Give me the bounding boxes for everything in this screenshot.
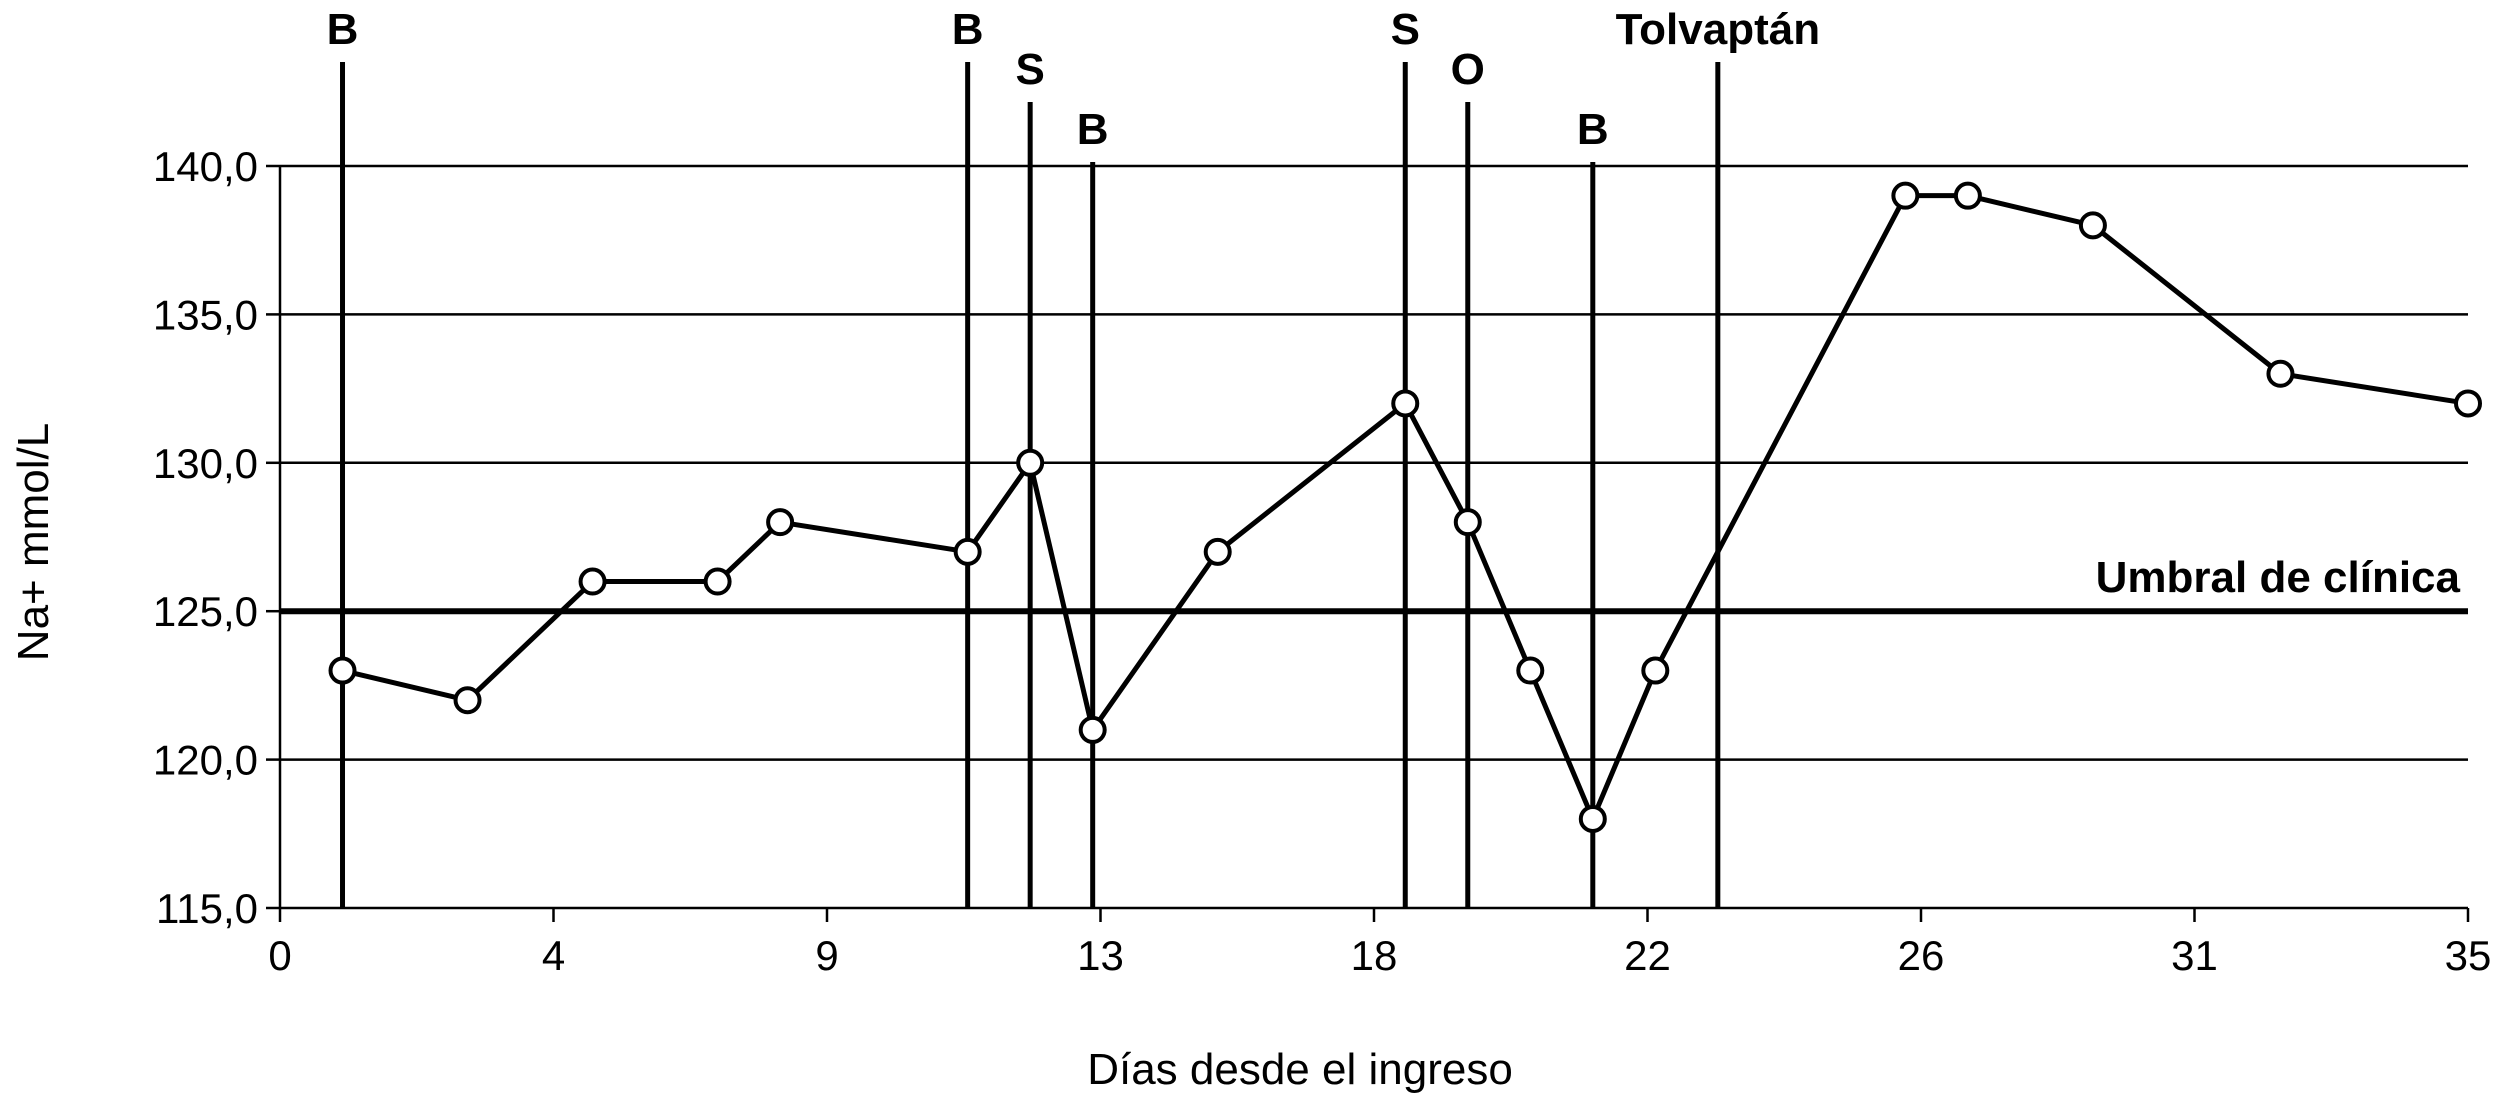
data-point [453, 686, 482, 715]
data-point [1016, 448, 1045, 477]
grid [280, 164, 2468, 761]
data-point [1641, 656, 1670, 685]
x-tick-label: 35 [2445, 932, 2492, 979]
y-tick-label: 125,0 [153, 588, 258, 635]
data-point [1516, 656, 1545, 685]
y-tick-label: 120,0 [153, 737, 258, 784]
data-series [328, 181, 2482, 833]
event-label: B [1077, 105, 1109, 154]
data-point [1078, 715, 1107, 744]
event-label: B [952, 5, 984, 54]
data-point [1203, 537, 1232, 566]
x-tick-label: 22 [1624, 932, 1671, 979]
y-tick-label: 135,0 [153, 291, 258, 338]
event-label: Tolvaptán [1616, 5, 1821, 54]
event-label: B [327, 5, 359, 54]
data-point [328, 656, 357, 685]
data-point [703, 567, 732, 596]
x-tick-label: 31 [2171, 932, 2218, 979]
data-point [578, 567, 607, 596]
axes: 115,0 120,0 125,0 130,0 135,0 140,0 0 4 9 13 18 22 2… [153, 143, 2491, 979]
event-label: S [1391, 5, 1420, 54]
threshold-label: Umbral de clínica [2096, 553, 2461, 602]
x-tick-label: 0 [268, 932, 291, 979]
x-tick-label: 13 [1077, 932, 1124, 979]
data-point [1453, 508, 1482, 537]
data-point [2454, 389, 2482, 418]
x-axis-title: Días desde el ingreso [1087, 1045, 1513, 1094]
data-point [1891, 181, 1920, 210]
data-point [1391, 389, 1420, 418]
y-tick-label: 115,0 [156, 885, 258, 932]
event-label: S [1015, 45, 1044, 94]
data-point [1578, 804, 1607, 833]
data-point [2078, 211, 2107, 240]
data-point [2266, 359, 2295, 388]
data-point [766, 508, 795, 537]
x-tick-label: 9 [815, 932, 838, 979]
data-point [953, 537, 982, 566]
y-axis-title: Na+ mmol/L [9, 423, 58, 661]
y-tick-label: 130,0 [153, 440, 258, 487]
x-tick-label: 26 [1898, 932, 1945, 979]
y-tick-label: 140,0 [153, 143, 258, 190]
x-tick-label: 4 [542, 932, 565, 979]
x-tick-label: 18 [1351, 932, 1398, 979]
event-label: B [1577, 105, 1609, 154]
data-point [1953, 181, 1982, 210]
event-label: O [1451, 45, 1485, 94]
